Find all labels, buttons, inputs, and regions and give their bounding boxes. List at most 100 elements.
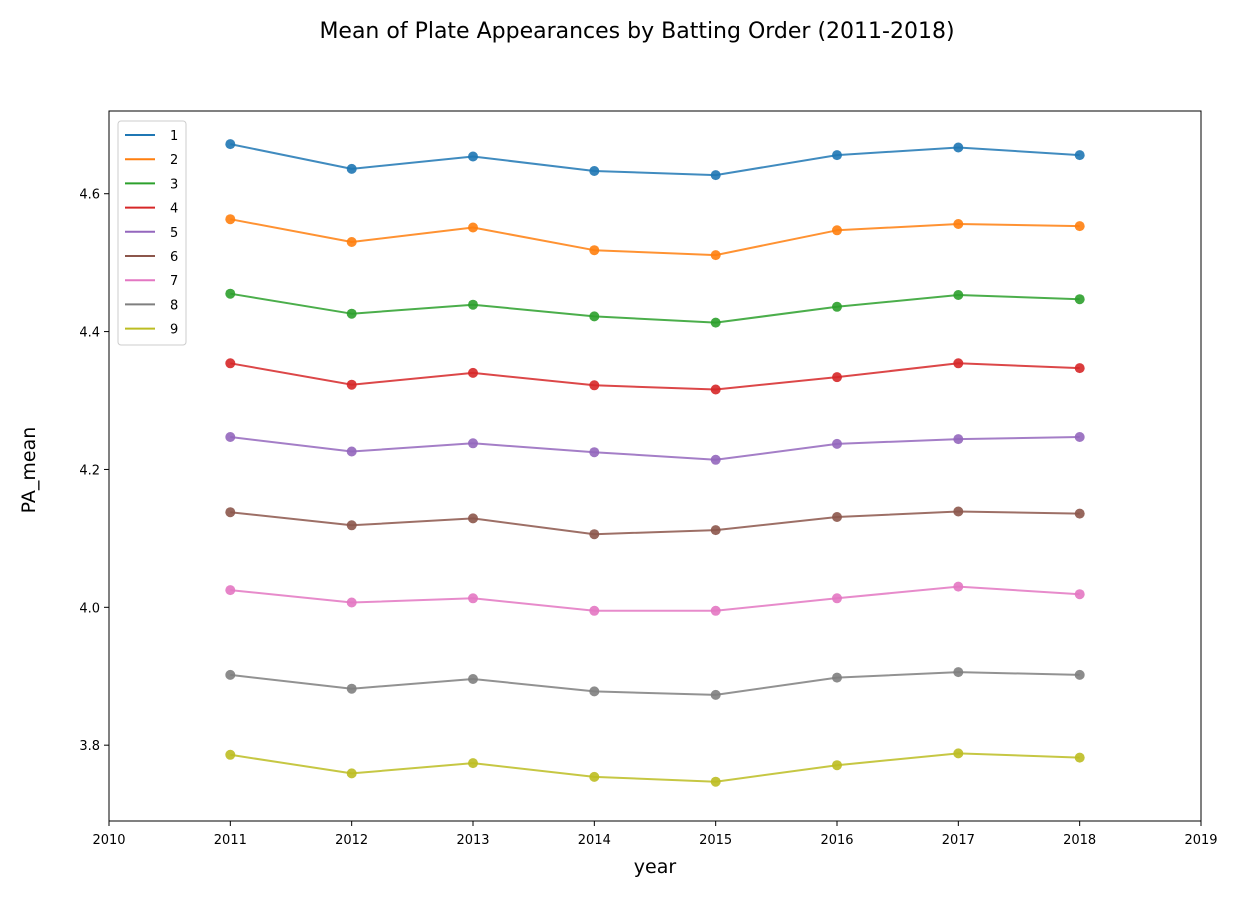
series-line-6 (230, 510, 1080, 536)
data-point-4-2013 (468, 367, 478, 378)
data-point-7-2012 (346, 597, 357, 608)
data-point-3-2015 (710, 317, 721, 328)
data-point-3-2011 (225, 288, 236, 299)
legend-label: 9 (170, 323, 178, 338)
data-point-2-2016 (832, 225, 842, 236)
data-point-3-2017 (953, 290, 964, 300)
data-point-7-2017 (953, 581, 964, 592)
data-point-8-2015 (710, 689, 721, 700)
series-line-3 (230, 292, 1080, 324)
legend-item-2: 2 (125, 153, 178, 168)
data-point-4-2011 (225, 358, 236, 369)
x-axis: 2010 2011 2012 2013 2014 2015 2016 2017 2018 2019 (92, 821, 1218, 848)
data-point-5-2014 (589, 447, 600, 458)
y-axis-label: PA_mean (18, 427, 40, 514)
series-5 (225, 432, 1085, 465)
x-tick-label: 2013 (456, 833, 489, 848)
y-tick-label: 3.8 (79, 739, 100, 754)
data-point-1-2013 (468, 151, 478, 162)
series-line-2 (230, 218, 1080, 257)
data-point-5-2017 (953, 434, 964, 445)
data-point-2-2013 (468, 222, 478, 233)
data-point-8-2016 (832, 672, 842, 683)
plot-area (225, 139, 1085, 787)
data-point-8-2018 (1074, 669, 1085, 680)
data-point-5-2016 (832, 438, 842, 449)
series-8 (225, 667, 1085, 700)
data-point-6-2016 (832, 512, 842, 522)
series-1 (225, 139, 1085, 181)
data-point-8-2014 (589, 686, 600, 697)
data-point-6-2014 (589, 529, 600, 540)
data-point-3-2014 (589, 311, 600, 322)
y-tick-label: 4.6 (79, 188, 100, 203)
legend-label: 5 (170, 226, 178, 241)
data-point-6-2018 (1074, 508, 1085, 519)
y-tick-label: 4.4 (79, 326, 100, 341)
data-point-1-2011 (225, 139, 236, 150)
series-line-5 (230, 436, 1080, 461)
series-7 (225, 581, 1085, 616)
data-point-1-2017 (953, 142, 964, 153)
series-3 (225, 288, 1085, 328)
legend-item-5: 5 (125, 226, 178, 241)
data-point-5-2013 (468, 438, 478, 449)
legend-item-6: 6 (125, 250, 178, 265)
data-point-8-2012 (346, 683, 357, 694)
data-point-7-2013 (468, 593, 478, 604)
series-9 (225, 748, 1085, 787)
data-point-1-2012 (346, 163, 357, 174)
legend-item-3: 3 (125, 177, 178, 192)
data-point-3-2018 (1074, 294, 1085, 305)
data-point-1-2018 (1074, 150, 1085, 161)
data-point-7-2016 (832, 593, 842, 604)
data-point-3-2013 (468, 299, 478, 310)
legend-label: 1 (170, 129, 178, 144)
data-point-4-2015 (710, 384, 721, 395)
data-point-2-2015 (710, 250, 721, 261)
series-line-7 (230, 585, 1080, 612)
data-point-4-2017 (953, 358, 964, 369)
data-point-8-2011 (225, 669, 236, 680)
data-point-4-2018 (1074, 363, 1085, 374)
data-point-7-2015 (710, 605, 721, 616)
x-tick-label: 2019 (1184, 833, 1217, 848)
data-point-5-2012 (346, 446, 357, 457)
x-axis-label: year (634, 856, 677, 878)
data-point-8-2013 (468, 674, 478, 684)
data-point-6-2011 (225, 507, 236, 518)
data-point-2-2012 (346, 237, 357, 247)
data-point-1-2014 (589, 166, 600, 176)
legend-label: 6 (170, 250, 178, 265)
x-tick-label: 2016 (820, 833, 853, 848)
data-point-9-2011 (225, 749, 236, 760)
legend-label: 3 (170, 177, 178, 192)
x-tick-label: 2011 (214, 833, 247, 848)
data-point-9-2012 (346, 768, 357, 779)
data-point-9-2016 (832, 760, 842, 771)
data-point-5-2011 (225, 432, 236, 442)
data-point-2-2018 (1074, 221, 1085, 232)
series-line-1 (230, 143, 1080, 177)
data-point-4-2014 (589, 380, 600, 391)
data-point-7-2014 (589, 605, 600, 616)
data-point-6-2012 (346, 520, 357, 531)
data-point-9-2014 (589, 771, 600, 782)
series-line-4 (230, 362, 1080, 391)
x-tick-label: 2010 (92, 833, 125, 848)
data-point-6-2013 (468, 513, 478, 524)
data-point-8-2017 (953, 667, 964, 678)
data-point-9-2013 (468, 758, 478, 769)
legend-box (117, 120, 187, 346)
data-point-3-2012 (346, 308, 357, 319)
data-point-2-2011 (225, 214, 236, 225)
legend: 1 2 3 4 5 6 7 8 9 (117, 120, 187, 346)
data-point-4-2012 (346, 379, 357, 390)
plot-frame (108, 110, 1202, 822)
x-tick-label: 2012 (335, 833, 368, 848)
x-tick-label: 2018 (1063, 833, 1096, 848)
x-tick-label: 2014 (578, 833, 611, 848)
data-point-9-2017 (953, 748, 964, 759)
data-point-1-2015 (710, 170, 721, 181)
